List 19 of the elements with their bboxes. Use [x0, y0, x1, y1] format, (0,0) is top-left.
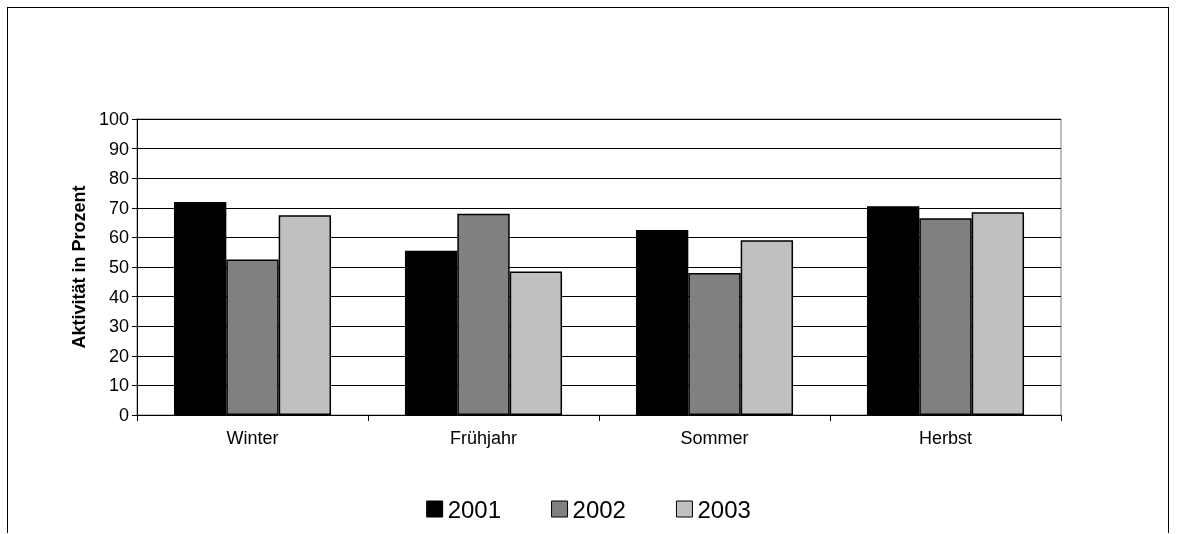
- x-tick-label: Frühjahr: [449, 428, 518, 448]
- y-tick-label: 60: [108, 227, 129, 248]
- y-axis-title: Aktivität in Prozent: [69, 185, 90, 349]
- legend-label: 2001: [447, 495, 502, 523]
- y-tick-label: 30: [108, 316, 129, 337]
- x-tick-label: Winter: [226, 428, 279, 448]
- y-tick-label: 80: [108, 168, 129, 189]
- y-tick-label: 90: [108, 138, 129, 159]
- y-tick-label: 70: [108, 197, 129, 218]
- y-tick-label: 40: [108, 286, 129, 307]
- legend-label: 2003: [697, 495, 751, 523]
- y-tick-label: 20: [108, 345, 129, 366]
- x-tick-label: Herbst: [918, 428, 973, 448]
- legend-label: 2002: [572, 495, 626, 523]
- x-tick-label: Sommer: [680, 428, 749, 448]
- y-tick-label: 0: [118, 405, 129, 425]
- y-tick-label: 50: [108, 257, 129, 277]
- y-tick-label: 10: [108, 375, 129, 396]
- y-tick-label: 100: [98, 109, 129, 129]
